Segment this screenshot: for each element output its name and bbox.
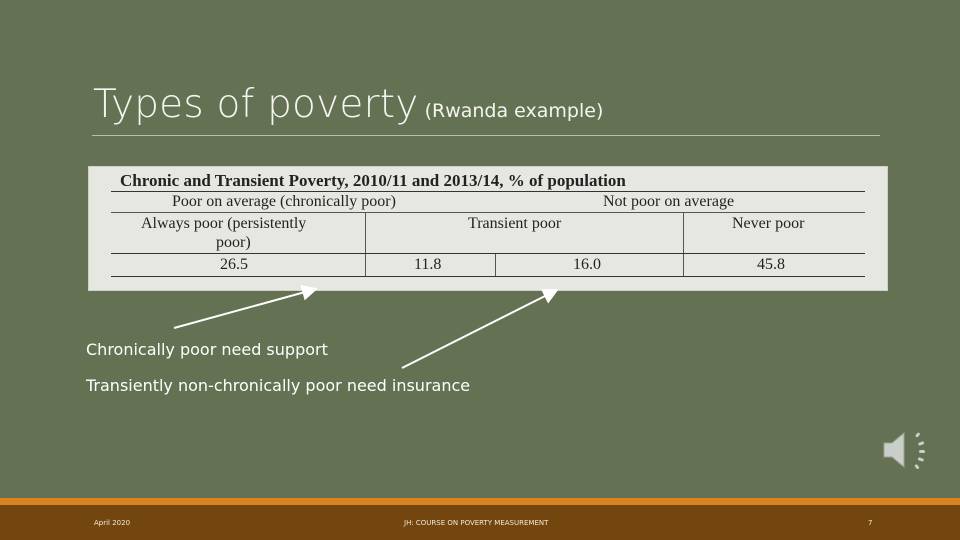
col-header-transient-poor: Transient poor [468,215,562,232]
arrow-chronic [173,284,318,329]
value-chronic-transient: 11.8 [414,256,442,273]
col-header-always-poor-cont: poor) [216,234,251,251]
arrow-transient [401,289,559,369]
col-header-always-poor: Always poor (persistently [141,215,307,232]
note-transiently-poor: Transiently non-chronically poor need in… [86,376,471,395]
speaker-icon[interactable] [880,425,930,475]
group-header-poor: Poor on average (chronically poor) [172,193,396,210]
value-always-poor: 26.5 [220,256,248,273]
accent-bar [0,498,960,505]
table-rule-top [111,191,865,192]
group-header-not-poor: Not poor on average [603,193,735,210]
poverty-table: Chronic and Transient Poverty, 2010/11 a… [88,166,888,291]
table-rule-group [111,212,865,213]
footer-course: JH: COURSE ON POVERTY MEASUREMENT [404,519,549,527]
footer-bar [0,505,960,540]
slide-title: Types of poverty (Rwanda example) [93,82,873,134]
value-transient-poor: 16.0 [573,256,601,273]
title-main: Types of poverty [93,82,419,127]
note-chronically-poor: Chronically poor need support [86,340,328,359]
table-rule-header [111,253,865,254]
table-divider-1 [365,212,366,276]
title-subtitle: (Rwanda example) [424,100,604,122]
footer-page-number: 7 [868,519,873,527]
col-header-never-poor: Never poor [732,215,805,232]
value-never-poor: 45.8 [757,256,785,273]
table-divider-2 [495,253,496,276]
footer-date: April 2020 [94,519,131,527]
title-divider [92,135,880,136]
table-divider-3 [683,212,684,276]
table-caption: Chronic and Transient Poverty, 2010/11 a… [120,171,626,190]
table-rule-bottom [111,276,865,277]
